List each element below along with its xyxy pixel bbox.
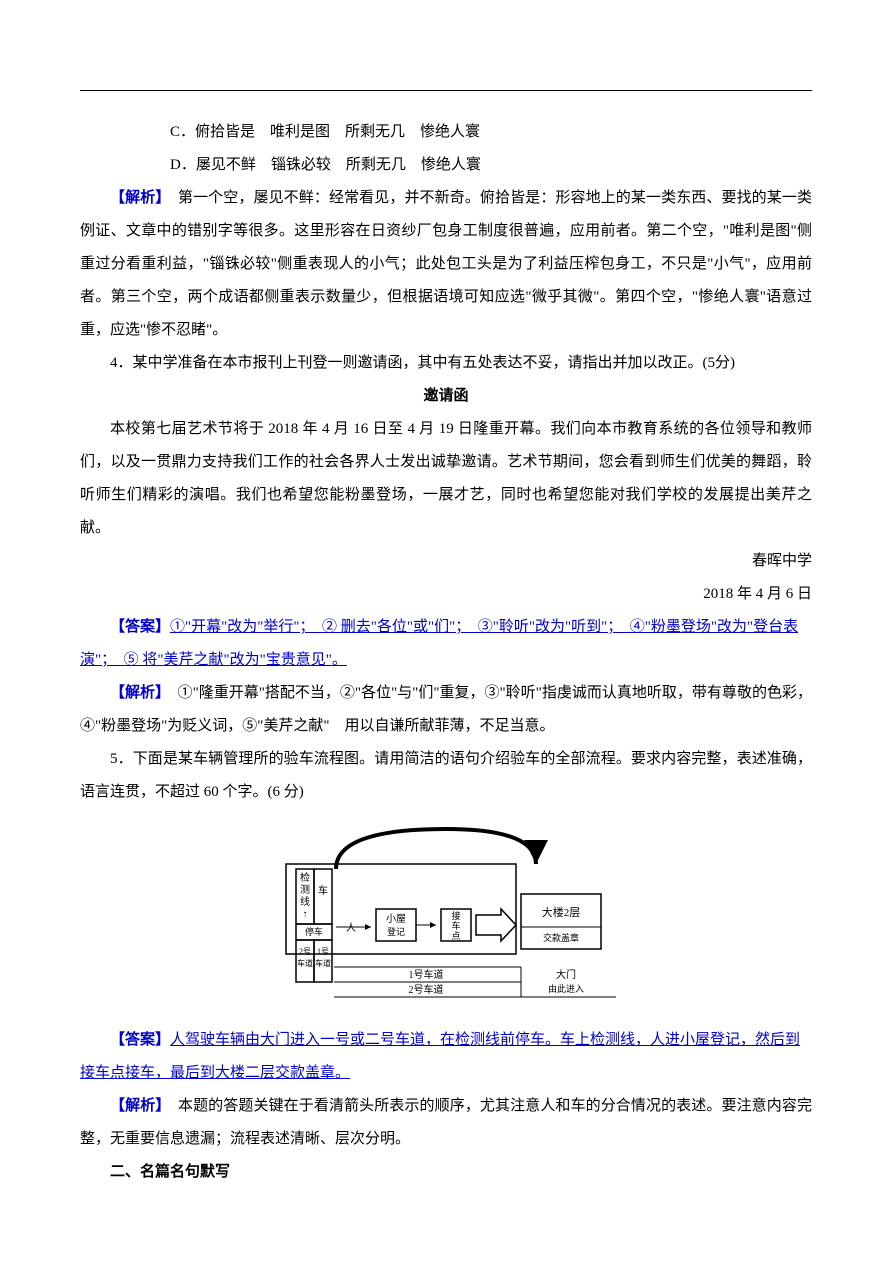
daan-label: 【答案】 <box>110 619 170 635</box>
q3-jiexi: 【解析】 第一个空，屡见不鲜：经常看见，并不新奇。俯拾皆是：形容地上的某一类东西… <box>80 182 812 347</box>
svg-text:车道: 车道 <box>315 958 331 968</box>
flowchart: 检 测 线 ↑ 车 停车 2号 车道 1号 车道 人 小屋 登记 接 车 点 大… <box>276 819 616 1009</box>
svg-text:测: 测 <box>300 883 310 896</box>
option-d: D．屡见不鲜 锱铢必较 所剩无几 惨绝人寰 <box>80 149 812 182</box>
q4-body: 本校第七届艺术节将于 2018 年 4 月 16 日至 4 月 19 日隆重开幕… <box>80 413 812 545</box>
q4-daan: 【答案】①"开幕"改为"举行"； ② 删去"各位"或"们"； ③"聆听"改为"听… <box>80 611 812 677</box>
q4-jiexi: 【解析】 ①"隆重开幕"搭配不当，②"各位"与"们"重复，③"聆听"指虔诚而认真… <box>80 677 812 743</box>
jiexi-label: 【解析】 <box>110 190 163 206</box>
daan-text: ①"开幕"改为"举行"； ② 删去"各位"或"们"； ③"聆听"改为"听到"； … <box>80 619 798 668</box>
jiexi-label: 【解析】 <box>110 1098 163 1114</box>
q4-sign1: 春晖中学 <box>80 545 812 578</box>
option-c: C．俯拾皆是 唯利是图 所剩无几 惨绝人寰 <box>80 116 812 149</box>
q4-stem: 4．某中学准备在本市报刊上刊登一则邀请函，其中有五处表达不妥，请指出并加以改正。… <box>80 347 812 380</box>
label-damen2: 由此进入 <box>548 983 584 994</box>
label-jiancexian: 检 <box>300 871 310 884</box>
label-dalou: 大楼2层 <box>542 905 581 919</box>
svg-text:点: 点 <box>451 931 460 941</box>
label-lane1: 1号车道 <box>409 968 444 981</box>
q5-daan: 【答案】人驾驶车辆由大门进入一号或二号车道，在检测线前停车。车上检测线，人进小屋… <box>80 1024 812 1090</box>
jiexi-label: 【解析】 <box>110 685 163 701</box>
label-jieche: 接 <box>451 910 460 921</box>
daan-label: 【答案】 <box>110 1032 170 1048</box>
jiexi-text: 第一个空，屡见不鲜：经常看见，并不新奇。俯拾皆是：形容地上的某一类东西、要找的某… <box>80 190 812 338</box>
jiexi-text: ①"隆重开幕"搭配不当，②"各位"与"们"重复，③"聆听"指虔诚而认真地听取，带… <box>80 685 812 734</box>
label-damen: 大门 <box>556 968 576 981</box>
q5-jiexi: 【解析】 本题的答题关键在于看清箭头所表示的顺序，尤其注意人和车的分合情况的表述… <box>80 1090 812 1156</box>
q5-stem: 5．下面是某车辆管理所的验车流程图。请用简洁的语句介绍验车的全部流程。要求内容完… <box>80 743 812 809</box>
label-che: 车 <box>318 884 328 897</box>
label-tingche: 停车 <box>305 926 323 937</box>
label-dengji: 登记 <box>387 927 405 937</box>
daan-text: 人驾驶车辆由大门进入一号或二号车道，在检测线前停车。车上检测线，人进小屋登记，然… <box>80 1032 800 1081</box>
label-ren: 人 <box>346 922 356 934</box>
svg-text:线: 线 <box>300 895 310 908</box>
svg-text:↑: ↑ <box>303 909 308 920</box>
label-xiaowu: 小屋 <box>386 913 406 925</box>
svg-text:车道: 车道 <box>297 958 313 968</box>
header-rule <box>80 90 812 91</box>
svg-text:车: 车 <box>451 920 460 931</box>
q4-title: 邀请函 <box>80 380 812 413</box>
q4-sign2: 2018 年 4 月 6 日 <box>80 578 812 611</box>
section-2-heading: 二、名篇名句默写 <box>80 1156 812 1189</box>
jiexi-text: 本题的答题关键在于看清箭头所表示的顺序，尤其注意人和车的分合情况的表述。要注意内… <box>80 1098 812 1147</box>
flowchart-wrap: 检 测 线 ↑ 车 停车 2号 车道 1号 车道 人 小屋 登记 接 车 点 大… <box>80 819 812 1009</box>
label-jiaokuan: 交款盖章 <box>543 932 579 943</box>
label-lane2: 2号车道 <box>409 983 444 996</box>
